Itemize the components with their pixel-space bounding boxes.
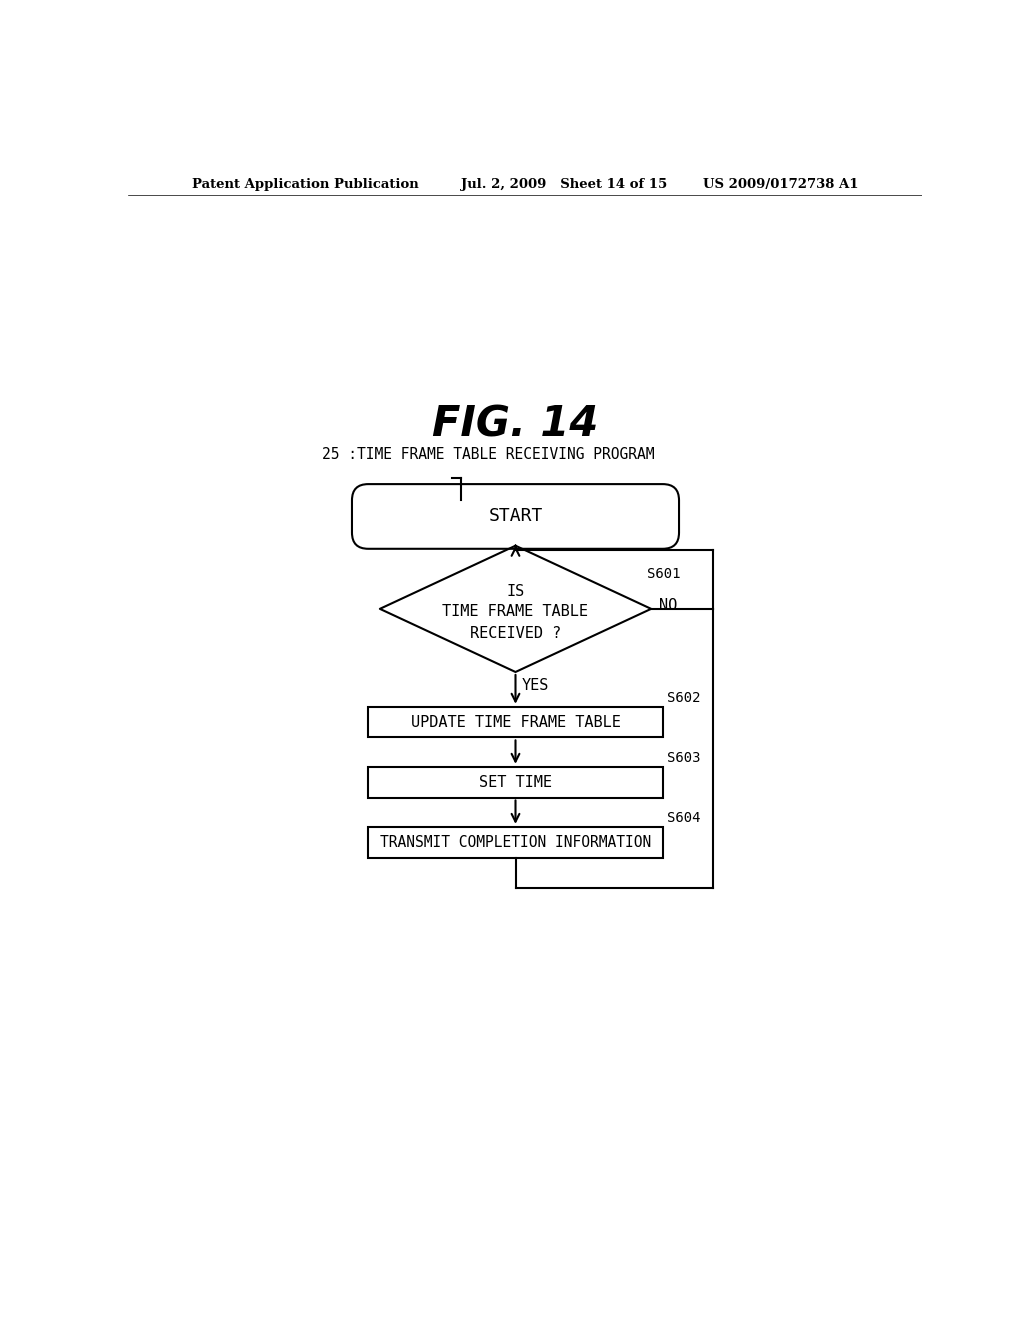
Text: S601: S601 <box>647 568 681 581</box>
Text: S603: S603 <box>667 751 700 766</box>
Text: Jul. 2, 2009   Sheet 14 of 15: Jul. 2, 2009 Sheet 14 of 15 <box>461 178 668 190</box>
Text: Patent Application Publication: Patent Application Publication <box>191 178 418 190</box>
FancyBboxPatch shape <box>352 484 679 549</box>
Text: START: START <box>488 507 543 525</box>
Text: S602: S602 <box>667 692 700 705</box>
Text: 25 :TIME FRAME TABLE RECEIVING PROGRAM: 25 :TIME FRAME TABLE RECEIVING PROGRAM <box>322 447 654 462</box>
Text: FIG. 14: FIG. 14 <box>432 403 599 445</box>
Text: SET TIME: SET TIME <box>479 775 552 789</box>
Text: IS: IS <box>507 585 524 599</box>
Bar <box>369 767 663 797</box>
Text: YES: YES <box>521 678 549 693</box>
Text: TRANSMIT COMPLETION INFORMATION: TRANSMIT COMPLETION INFORMATION <box>380 834 651 850</box>
Text: NO: NO <box>658 598 677 614</box>
Text: US 2009/0172738 A1: US 2009/0172738 A1 <box>702 178 858 190</box>
Text: S604: S604 <box>667 812 700 825</box>
Text: TIME FRAME TABLE: TIME FRAME TABLE <box>442 605 589 619</box>
Text: RECEIVED ?: RECEIVED ? <box>470 626 561 642</box>
Bar <box>369 706 663 738</box>
Bar <box>369 826 663 858</box>
Text: UPDATE TIME FRAME TABLE: UPDATE TIME FRAME TABLE <box>411 714 621 730</box>
